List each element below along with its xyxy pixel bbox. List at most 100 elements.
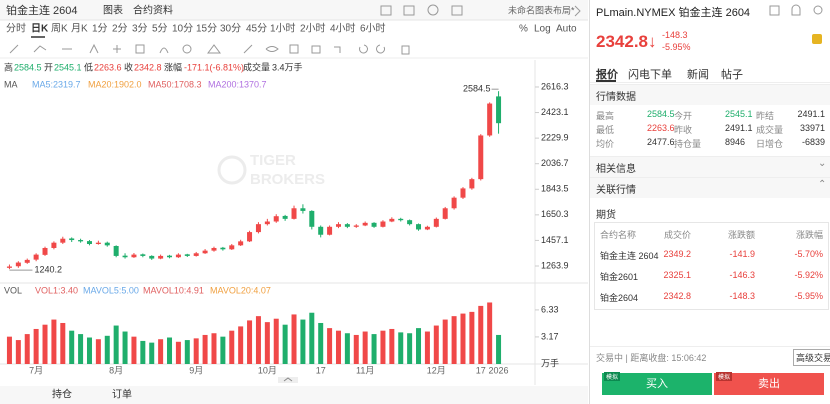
ma-legend: MA20:1902.0 [88,79,142,89]
volume-bar [149,342,155,364]
sell-button[interactable]: 卖出 [714,373,824,395]
stat-value: 33971 [799,123,825,133]
section-title: 相关信息 [596,164,636,175]
table-cell: 2342.8 [663,291,691,301]
candle-body [487,103,493,136]
header-tab[interactable]: 合约资料 [133,4,173,17]
subsection-title: 期货 [596,210,616,221]
section-header[interactable] [590,156,830,177]
volume-bar [255,316,261,364]
bottom-tab[interactable]: 订单 [112,389,132,401]
advanced-trade-button[interactable]: 高级交易 [793,349,830,366]
chevron: ⌃ [818,179,827,190]
volume-bar [229,330,235,364]
volume-bar [220,336,226,364]
candle-body [389,218,395,222]
candle-body [398,218,404,221]
period-button[interactable]: 15分 [196,23,217,35]
quote-title: PLmain.NYMEX 铂金主连 2604 [596,7,751,19]
period-button[interactable]: 1小时 [270,23,296,35]
candle-body [460,188,466,198]
watermark: TIGER [250,152,296,169]
bottom-tab[interactable]: 持仓 [52,388,72,401]
table-cell[interactable]: 铂金2601 [600,272,639,282]
table-header: 涨跌幅 [795,230,823,240]
period-button[interactable]: 月K [71,23,88,35]
trading-status: 交易中 | 距离收盘: 15:06:42 [596,353,707,363]
candle-body [300,208,306,211]
table-cell: -5.92% [794,270,823,280]
ma-legend: MA50:1708.3 [148,79,202,89]
volume-bar [451,316,457,364]
chart-panel: 铂金主连 2604 图表 合约资料 未命名图表布局* 分时 日K 周K 月K 1分 2分 3分 5分 1… [0,2,588,401]
period-button[interactable]: 4小时 [330,23,356,35]
section-header [590,84,830,105]
stat-value: 2545.1 [725,109,753,119]
candle-body [211,247,217,251]
badge [812,34,822,44]
price-change-pct: -5.95% [662,42,691,52]
candle-body [247,232,253,242]
low-marker: 1240.2 [34,265,62,275]
period-button[interactable]: 6小时 [360,23,386,35]
volume-bar [42,324,48,364]
volume-unit: 万手 [541,357,559,368]
volume-bar [300,319,306,364]
ohlc-label: 低 [84,61,93,72]
header-tab[interactable]: 图表 [103,4,123,17]
x-tick-label: 17 [476,365,486,375]
stat-label: 今开 [674,111,693,121]
table-cell[interactable]: 铂金主连 2604 [600,251,659,261]
y-tick-label: 3.17 [541,331,559,341]
table-header: 涨跌额 [727,230,755,240]
vol-legend: MAVOL5:5.00 [83,285,139,295]
period-button[interactable]: 3分 [132,23,148,35]
period-button[interactable]: 2分 [112,23,128,35]
table-cell: 2325.1 [663,270,691,280]
volume-bar [15,340,21,364]
volume-bar [389,328,395,364]
volume-bar [282,324,288,364]
tab[interactable]: 帖子 [721,69,743,81]
volume-bar [86,337,92,364]
volume-bar [60,322,66,364]
period-button[interactable]: 1分 [92,23,108,35]
ohlc-value: 2342.8 [134,62,162,72]
volume-bar [238,326,244,364]
candle-body [229,245,235,250]
volume-bar [380,330,386,364]
period-button[interactable]: 2小时 [300,23,326,35]
y-tick-label: 1263.9 [541,260,569,270]
section-header[interactable] [590,177,830,198]
ohlc-label: 涨幅 [164,61,182,72]
candle-body [380,221,386,227]
ohlc-label: 开 [44,62,53,72]
candle-body [353,225,359,227]
tab[interactable]: 闪电下单 [628,69,672,81]
ma-legend: MA200:1370.7 [208,79,267,89]
period-button[interactable]: 日K [31,23,49,35]
period-button[interactable]: 10分 [172,23,193,35]
candle-body [469,179,475,189]
ohlc-value: -171.1(-6.81%) [184,62,244,72]
y-tick-label: 2423.1 [541,107,569,117]
volume-bar [407,333,413,364]
stat-label: 均价 [596,139,615,149]
volume-bar [193,338,199,364]
table-cell[interactable]: 铂金2604 [600,293,639,303]
candle-body [407,220,413,225]
period-button[interactable]: 5分 [152,23,168,35]
tool-icons [9,4,581,55]
volume-bar [335,330,341,364]
watermark: BROKERS [250,171,325,188]
tab[interactable]: 报价 [596,69,618,81]
stat-label: 昨收 [674,125,693,135]
buy-button[interactable]: 买入 [602,373,712,395]
tab[interactable]: 新闻 [687,69,709,81]
period-button[interactable]: 周K [51,23,68,35]
candle-body [371,222,377,227]
period-button[interactable]: 分时 [6,23,26,35]
volume-bar [291,314,297,364]
period-button[interactable]: 30分 [220,23,241,35]
period-button[interactable]: 45分 [246,23,267,35]
